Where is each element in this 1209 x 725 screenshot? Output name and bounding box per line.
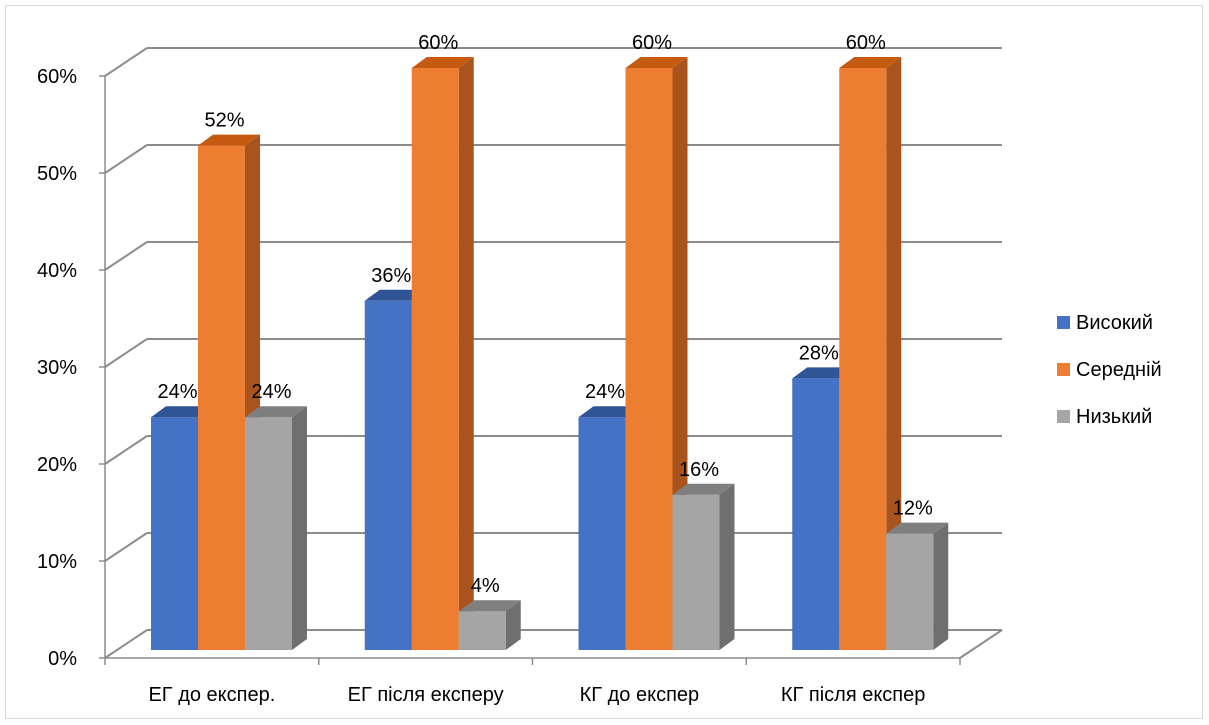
legend-swatch xyxy=(1057,410,1070,423)
legend-label: Низький xyxy=(1076,406,1152,428)
y-tick-label: 30% xyxy=(37,357,77,379)
bar-top xyxy=(672,483,735,495)
gridline-side xyxy=(104,47,148,77)
bar-front xyxy=(245,417,292,650)
bars-layer xyxy=(151,57,949,651)
x-tick-label: КГ після експер xyxy=(781,684,926,706)
y-tick-label: 60% xyxy=(37,66,77,88)
bar-front xyxy=(792,378,840,650)
bar-top xyxy=(578,406,641,418)
data-label: 4% xyxy=(471,575,500,597)
bar xyxy=(245,406,307,650)
bar xyxy=(839,57,902,650)
legend-swatch xyxy=(1057,316,1070,329)
bar-front xyxy=(411,68,459,650)
gridline-side xyxy=(104,241,148,271)
bar xyxy=(672,483,735,650)
y-tick-label: 40% xyxy=(37,260,77,282)
bar-top xyxy=(411,57,474,68)
gridline-side xyxy=(104,435,148,465)
bar-side xyxy=(719,483,735,650)
bar-front xyxy=(364,300,412,650)
bar-front xyxy=(625,68,673,650)
bar-top xyxy=(151,406,213,418)
gridline-side xyxy=(104,144,148,174)
bar-front xyxy=(886,533,934,650)
bar-side xyxy=(933,522,949,650)
legend: Високий Середній Низький xyxy=(1057,312,1162,428)
labels-layer: 24% 52% 24% 36% 60% 4% 24% 60% 16% 28% 60% 12% xyxy=(157,32,932,597)
bar-side xyxy=(505,600,521,650)
bar-top xyxy=(625,57,688,68)
bar-top xyxy=(245,406,307,418)
data-label: 36% xyxy=(371,265,411,287)
bar-front xyxy=(151,417,198,650)
bar-top xyxy=(198,134,260,146)
x-tick-label: ЕГ після експеру xyxy=(348,684,504,706)
data-label: 24% xyxy=(251,381,291,403)
bar-top xyxy=(886,522,949,534)
gridline-side xyxy=(104,629,148,659)
bar xyxy=(886,522,949,650)
axis-layer: 0% 10% 20% 30% 40% 50% 60% ЕГ до експер. ЕГ післ… xyxy=(37,66,961,706)
data-label: 60% xyxy=(418,32,458,54)
data-label: 24% xyxy=(585,381,625,403)
bar-side xyxy=(886,57,902,650)
y-tick-label: 10% xyxy=(37,551,77,573)
legend-label: Високий xyxy=(1076,312,1153,334)
bar-front xyxy=(198,145,245,650)
gridline-side xyxy=(104,532,148,562)
legend-item: Високий xyxy=(1057,312,1153,334)
y-tick-label: 50% xyxy=(37,163,77,185)
data-label: 12% xyxy=(893,498,933,520)
data-label: 52% xyxy=(204,110,244,132)
bar xyxy=(411,57,474,650)
bar-top xyxy=(364,289,427,301)
data-label: 60% xyxy=(846,32,886,54)
legend-item: Низький xyxy=(1057,406,1152,428)
bar-top xyxy=(839,57,902,68)
data-label: 24% xyxy=(157,381,197,403)
x-tick-label: ЕГ до експер. xyxy=(148,684,275,706)
bar-top xyxy=(458,600,521,612)
data-label: 16% xyxy=(679,459,719,481)
y-tick-label: 20% xyxy=(37,454,77,476)
bar xyxy=(458,600,521,650)
data-label: 28% xyxy=(799,342,839,364)
legend-label: Середній xyxy=(1076,359,1162,381)
bar-side xyxy=(458,57,474,650)
legend-swatch xyxy=(1057,363,1070,376)
bar-side xyxy=(292,406,307,650)
bar-front xyxy=(458,611,506,650)
gridline-side xyxy=(104,338,148,368)
bar-top xyxy=(792,367,855,379)
bar-front xyxy=(578,417,626,650)
data-label: 60% xyxy=(632,32,672,54)
floor-edge xyxy=(959,629,1003,659)
y-tick-label: 0% xyxy=(48,648,77,670)
x-tick-label: КГ до експер xyxy=(580,684,700,706)
bar-front xyxy=(672,494,720,650)
legend-item: Середній xyxy=(1057,359,1162,381)
bar-front xyxy=(839,68,887,650)
